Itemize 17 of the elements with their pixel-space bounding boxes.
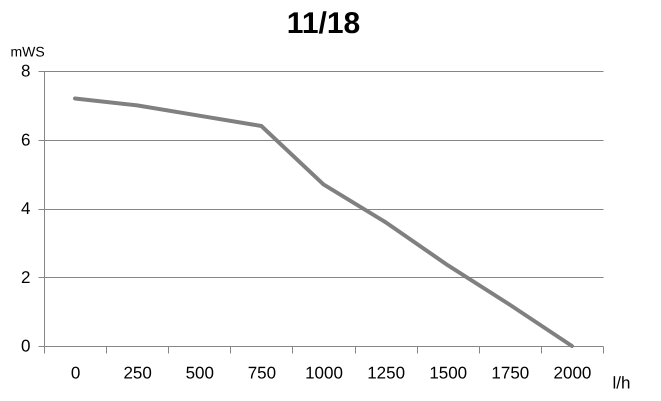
x-tick-label: 1500	[429, 364, 468, 382]
x-tick-label: 750	[248, 364, 276, 382]
x-tick-label: 1750	[491, 364, 530, 382]
y-tick-label: 4	[21, 199, 30, 218]
y-tick-label: 8	[21, 62, 30, 80]
x-tick-label: 500	[186, 364, 214, 382]
y-tick-label: 6	[21, 130, 30, 150]
y-axis-title: mWS	[10, 44, 45, 60]
x-tick-label: 1000	[305, 364, 343, 382]
y-tick-label: 2	[21, 268, 30, 287]
x-tick-label: 1250	[367, 364, 406, 382]
y-tick-label: 0	[21, 336, 30, 356]
chart-title: 11/18	[286, 7, 360, 40]
x-axis-title: l/h	[612, 374, 630, 392]
x-tick-label: 250	[123, 364, 152, 382]
x-tick-label: 2000	[554, 364, 592, 382]
x-tick-label: 0	[70, 364, 80, 382]
